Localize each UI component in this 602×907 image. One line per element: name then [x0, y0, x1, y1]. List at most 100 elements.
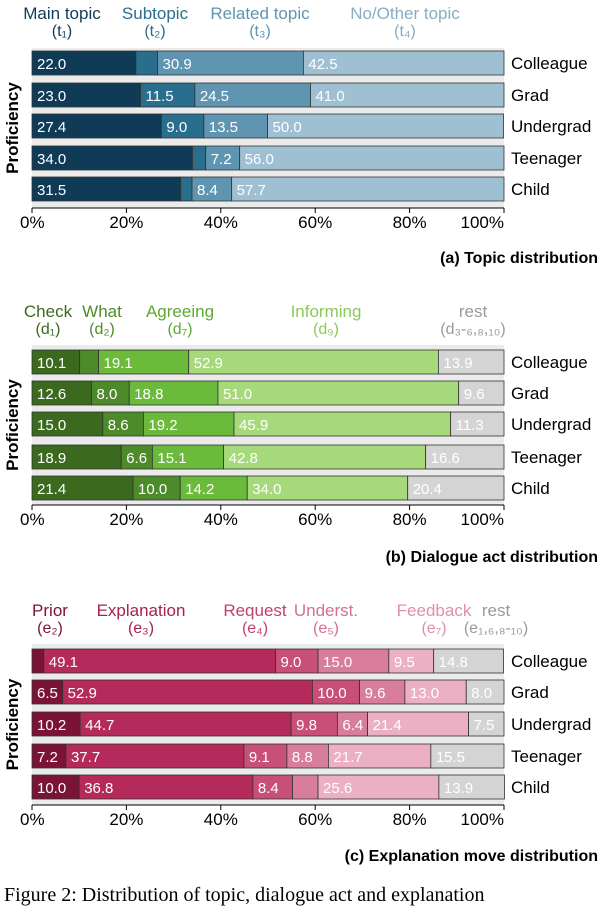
legend-name-3: Agreeing	[146, 302, 214, 321]
bar-segment	[31, 50, 137, 76]
bar-value-label: 21.4	[373, 717, 402, 734]
legend-name-2: What	[82, 302, 122, 321]
x-tick-label: 80%	[393, 510, 427, 529]
y-axis-label: Proficiency	[3, 379, 22, 471]
category-label: Grad	[511, 86, 549, 105]
bar-value-label: 45.9	[239, 417, 268, 434]
bar-segment	[135, 50, 158, 76]
bar-value-label: 11.5	[146, 88, 174, 105]
figure-caption: Figure 2: Distribution of topic, dialogu…	[4, 884, 485, 906]
bar-segment	[98, 349, 190, 375]
bar-segment	[328, 743, 432, 769]
bar-segment	[31, 648, 45, 674]
category-label: Colleague	[511, 353, 588, 372]
bar-segment	[142, 411, 235, 437]
bar-segment	[292, 774, 319, 800]
bar-segment	[290, 711, 338, 737]
bar-segment	[31, 145, 193, 171]
bar-value-label: 25.6	[323, 780, 352, 797]
bar-segment	[91, 380, 130, 406]
bar-value-label: 50.0	[273, 119, 302, 136]
bar-segment	[31, 411, 104, 437]
legend-name-1: Prior	[32, 601, 68, 620]
category-label: Undergrad	[511, 715, 591, 734]
bar-value-label: 8.0	[471, 685, 492, 702]
bar-segment	[311, 679, 360, 705]
bar-value-label: 9.1	[249, 749, 270, 766]
bar-segment	[317, 648, 390, 674]
bar-segment	[65, 743, 245, 769]
bar-value-label: 49.1	[49, 654, 78, 671]
legend-code-3: (t₃)	[249, 23, 271, 40]
bar-value-label: 6.5	[37, 685, 58, 702]
bar-value-label: 9.6	[464, 386, 485, 403]
bar-segment	[450, 411, 505, 437]
bar-value-label: 24.5	[200, 88, 229, 105]
x-tick-label: 60%	[298, 810, 332, 829]
x-tick-label: 80%	[393, 810, 427, 829]
bar-value-label: 51.0	[223, 386, 252, 403]
legend-name-2: Subtopic	[122, 4, 189, 23]
bar-segment	[191, 176, 233, 202]
bar-value-label: 18.9	[37, 450, 66, 467]
bar-value-label: 16.6	[431, 450, 460, 467]
chart-panel-1: Proficiency Main topic(t₁) Subtopic(t₂) Rel…	[3, 4, 598, 267]
bar-value-label: 9.5	[394, 654, 415, 671]
bar-value-label: 44.7	[85, 717, 114, 734]
x-tick-label: 0%	[20, 810, 45, 829]
x-tick-label: 20%	[109, 810, 143, 829]
x-tick-label: 0%	[20, 510, 45, 529]
bar-value-label: 13.5	[209, 119, 238, 136]
legend-code-6: (e₁,₆,₈-₁₀)	[464, 620, 528, 637]
category-label: Colleague	[511, 54, 588, 73]
bar-value-label: 7.2	[37, 749, 58, 766]
bar-value-label: 10.1	[37, 355, 66, 372]
bar-value-label: 18.8	[134, 386, 163, 403]
bar-segment	[438, 774, 505, 800]
legend-name-1: Main topic	[23, 4, 101, 23]
bar-value-label: 34.0	[37, 151, 66, 168]
bar-segment	[203, 113, 268, 139]
bar-segment	[62, 679, 313, 705]
bar-value-label: 27.4	[37, 119, 66, 136]
category-label: Child	[511, 479, 550, 498]
bar-value-label: 14.8	[439, 654, 468, 671]
bar-value-label: 8.6	[108, 417, 129, 434]
bar-segment	[217, 380, 460, 406]
bar-value-label: 15.0	[323, 654, 352, 671]
bar-value-label: 13.0	[410, 685, 439, 702]
bar-segment	[31, 113, 162, 139]
bar-segment	[458, 380, 505, 406]
legend-code-1: (d₁)	[36, 321, 61, 338]
bar-segment	[275, 648, 319, 674]
bar-segment	[239, 145, 505, 171]
x-tick-label: 20%	[109, 510, 143, 529]
legend-code-4: (e₅)	[313, 620, 339, 637]
bar-segment	[188, 349, 439, 375]
bar-segment	[302, 50, 505, 76]
bar-value-label: 9.0	[281, 654, 302, 671]
bar-segment	[425, 444, 505, 470]
bar-value-label: 10.0	[317, 685, 346, 702]
subfigure-caption: (c) Explanation move distribution	[345, 848, 598, 865]
bar-value-label: 7.2	[211, 151, 232, 168]
category-label: Child	[511, 778, 550, 797]
bar-value-label: 8.4	[197, 182, 218, 199]
bar-segment	[31, 743, 67, 769]
x-tick-label: 40%	[204, 213, 238, 232]
legend-code-2: (d₂)	[89, 321, 115, 338]
legend-code-3: (d₇)	[167, 321, 192, 338]
bar-segment	[252, 774, 293, 800]
bar-value-label: 31.5	[37, 182, 66, 199]
legend-code-2: (t₂)	[144, 23, 165, 40]
bar-segment	[31, 679, 64, 705]
x-tick-label: 0%	[20, 213, 45, 232]
y-axis-label: Proficiency	[3, 82, 22, 174]
legend-name-1: Check	[24, 302, 73, 321]
x-tick-label: 40%	[204, 510, 238, 529]
bar-segment	[388, 648, 435, 674]
bar-value-label: 12.6	[37, 386, 66, 403]
x-tick-label: 60%	[298, 510, 332, 529]
bar-value-label: 57.7	[237, 182, 266, 199]
bar-segment	[468, 711, 505, 737]
